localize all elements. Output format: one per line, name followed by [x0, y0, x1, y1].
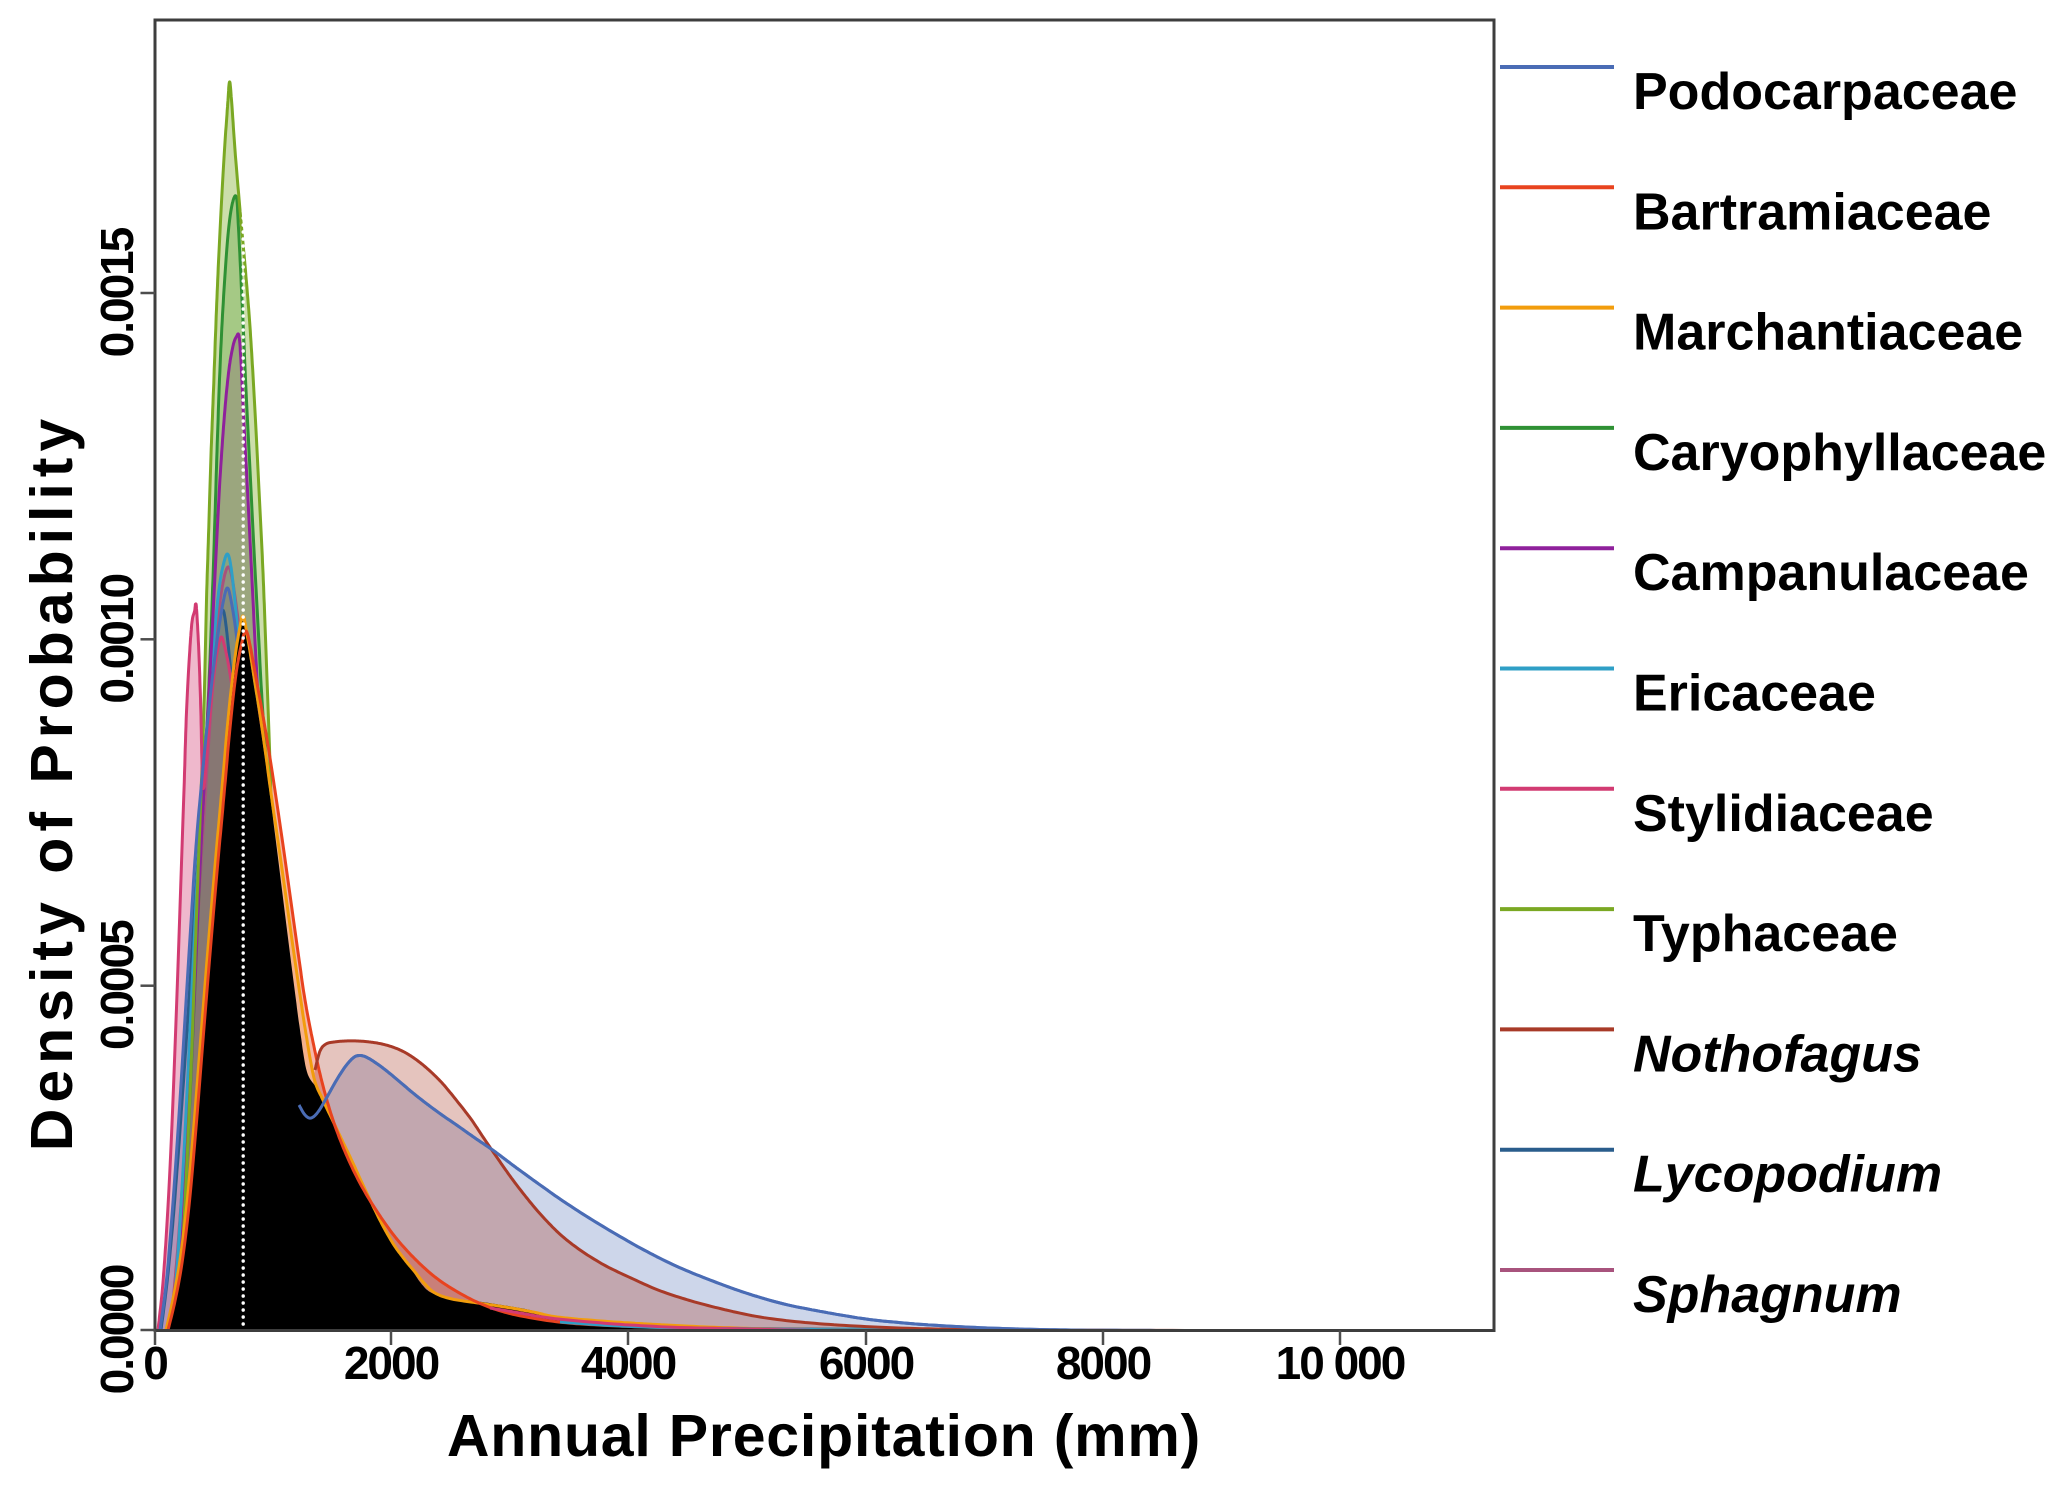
svg-text:Lycopodium: Lycopodium: [1633, 1146, 1942, 1204]
svg-text:10 000: 10 000: [1276, 1337, 1405, 1389]
svg-text:Annual Precipitation (mm): Annual Precipitation (mm): [447, 1403, 1201, 1469]
svg-text:Podocarpaceae: Podocarpaceae: [1633, 63, 2017, 121]
svg-text:Bartramiaceae: Bartramiaceae: [1633, 183, 1991, 241]
svg-text:0: 0: [143, 1337, 167, 1389]
svg-text:Marchantiaceae: Marchantiaceae: [1633, 304, 2023, 362]
svg-text:0.0015: 0.0015: [91, 227, 143, 357]
svg-text:2000: 2000: [344, 1337, 439, 1389]
svg-text:Density of Probability: Density of Probability: [19, 413, 85, 1151]
svg-text:6000: 6000: [819, 1337, 914, 1389]
svg-text:Sphagnum: Sphagnum: [1633, 1266, 1902, 1324]
svg-text:Stylidiaceae: Stylidiaceae: [1633, 785, 1934, 843]
svg-text:4000: 4000: [581, 1337, 676, 1389]
svg-text:0.0010: 0.0010: [91, 575, 143, 704]
svg-text:Caryophyllaceae: Caryophyllaceae: [1633, 424, 2046, 482]
svg-text:0.0000: 0.0000: [91, 1265, 143, 1394]
svg-text:Typhaceae: Typhaceae: [1633, 905, 1898, 963]
svg-text:Nothofagus: Nothofagus: [1633, 1025, 1922, 1083]
svg-text:Ericaceae: Ericaceae: [1633, 665, 1876, 723]
svg-text:Campanulaceae: Campanulaceae: [1633, 544, 2029, 602]
svg-text:0.0005: 0.0005: [91, 920, 143, 1050]
svg-text:8000: 8000: [1056, 1337, 1151, 1389]
